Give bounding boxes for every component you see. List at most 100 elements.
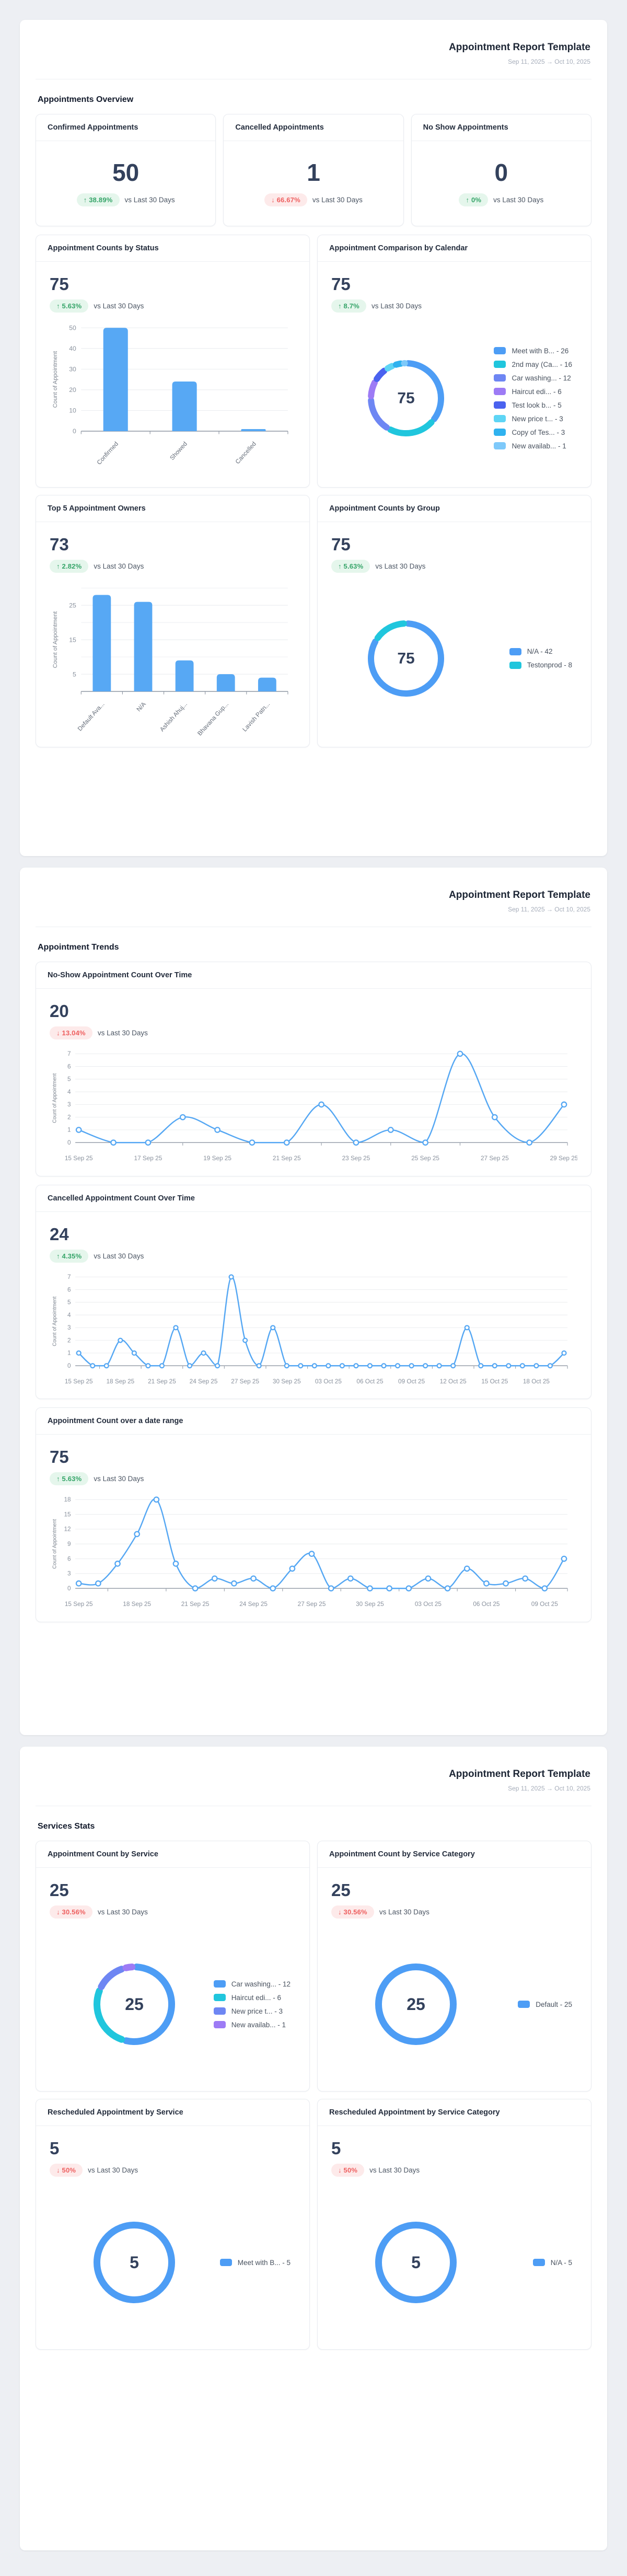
svg-text:2: 2	[67, 1337, 71, 1344]
card-appointment-count-by-service-category: Appointment Count by Service Category 25…	[317, 1841, 591, 2092]
svg-text:23 Sep 25: 23 Sep 25	[342, 1155, 370, 1162]
svg-text:27 Sep 25: 27 Sep 25	[298, 1601, 326, 1608]
legend-item[interactable]: N/A - 42	[509, 648, 572, 655]
legend-item[interactable]: Testonprod - 8	[509, 661, 572, 669]
card-title: Appointment Count over a date range	[36, 1408, 591, 1435]
report-date-range: Sep 11, 2025 → Oct 10, 2025	[508, 1785, 590, 1792]
legend-label: New availab... - 1	[231, 2020, 286, 2029]
svg-text:15: 15	[64, 1511, 72, 1518]
legend-swatch-icon	[509, 661, 521, 669]
services-chart-grid: Appointment Count by Service 25 ↓ 30.56%…	[36, 1841, 591, 2350]
vs-label: vs Last 30 Days	[97, 1029, 148, 1037]
legend-label: New price t... - 3	[512, 414, 563, 423]
range-line-svg: 0 3 6 9 12 15 18 15 Sep 25 18 Sep 25 21 Sep 25 24 …	[52, 1496, 568, 1608]
legend-item[interactable]: Default - 25	[518, 2001, 572, 2008]
svg-text:4: 4	[67, 1089, 71, 1095]
svg-text:12 Oct 25: 12 Oct 25	[440, 1378, 467, 1385]
svg-text:15 Sep 25: 15 Sep 25	[65, 1378, 93, 1385]
section-title-appointments-overview: Appointments Overview	[38, 95, 134, 104]
svg-text:75: 75	[397, 390, 414, 407]
calendar-donut-legend: Meet with B... - 26 2nd may (Ca... - 16 Ca…	[494, 347, 572, 450]
svg-text:15 Sep 25: 15 Sep 25	[65, 1601, 93, 1608]
card-title: Rescheduled Appointment by Service Categ…	[318, 2099, 591, 2126]
delta-badge: ↑ 5.63%	[50, 299, 89, 313]
stat-card-cancelled-appointments: Cancelled Appointments 1 ↓ 66.67% vs Las…	[223, 114, 404, 226]
legend-item[interactable]: N/A - 5	[532, 2259, 572, 2267]
vs-label: vs Last 30 Days	[379, 1908, 429, 1916]
svg-text:7: 7	[67, 1050, 71, 1057]
legend-label: Meet with B... - 5	[237, 2258, 291, 2267]
svg-text:Confirmed: Confirmed	[96, 441, 120, 466]
delta-badge: ↑ 5.63%	[50, 1472, 89, 1486]
cancelled-line-svg: 0 1 2 3 4 5 6 7 15 Sep 25 18 Sep 25 21 Sep 25 24 Se…	[52, 1274, 568, 1385]
report-page-services: Appointment Report Template Sep 11, 2025…	[20, 1747, 607, 2550]
report-title: Appointment Report Template	[449, 1769, 590, 1780]
owners-bar-svg: 5 15 25 Default Ava... N/A Ashish Ahuj... Bhav…	[52, 587, 288, 737]
legend-item[interactable]: Test look b... - 5	[494, 401, 572, 409]
svg-text:5: 5	[130, 2253, 139, 2272]
service-donut-legend: Car washing... - 12 Haircut edi... - 6 New…	[213, 1980, 291, 2029]
donut-chart-rescheduled-service: 5 Meet with B... - 5	[50, 2185, 296, 2340]
vs-label: vs Last 30 Days	[312, 196, 363, 204]
metric-value: 20	[50, 1001, 69, 1021]
vs-label: vs Last 30 Days	[493, 196, 544, 204]
card-title: Top 5 Appointment Owners	[36, 495, 309, 522]
legend-label: Test look b... - 5	[512, 401, 562, 409]
resched-service-category-donut-svg: 5	[375, 2222, 457, 2303]
legend-item[interactable]: New price t... - 3	[494, 415, 572, 423]
legend-item[interactable]: New price t... - 3	[213, 2007, 291, 2015]
legend-swatch-icon	[213, 2007, 226, 2015]
svg-text:20: 20	[69, 386, 76, 394]
section-title-appointment-trends: Appointment Trends	[38, 943, 119, 952]
legend-label: New price t... - 3	[231, 2007, 283, 2015]
legend-label: Car washing... - 12	[231, 1980, 291, 1988]
card-title: Cancelled Appointment Count Over Time	[36, 1185, 591, 1212]
resched-service-donut-legend: Meet with B... - 5	[219, 2258, 291, 2267]
vs-label: vs Last 30 Days	[94, 302, 144, 310]
svg-text:5: 5	[411, 2253, 421, 2272]
svg-text:1: 1	[67, 1127, 71, 1134]
metric-value: 5	[331, 2139, 341, 2158]
legend-item[interactable]: New availab... - 1	[213, 2020, 291, 2029]
svg-text:Lavish Patn...: Lavish Patn...	[241, 700, 271, 733]
svg-text:Bhavana Gup...: Bhavana Gup...	[196, 700, 230, 736]
svg-text:25: 25	[125, 1995, 144, 2014]
metric-value: 25	[331, 1880, 351, 1900]
legend-item[interactable]: New availab... - 1	[494, 442, 572, 450]
svg-text:0: 0	[67, 1139, 71, 1146]
legend-item[interactable]: Copy of Tes... - 3	[494, 429, 572, 436]
donut-chart-rescheduled-service-category: 5 N/A - 5	[331, 2185, 577, 2340]
stat-card-no-show-appointments: No Show Appointments 0 ↑ 0% vs Last 30 D…	[411, 114, 591, 226]
legend-item[interactable]: Haircut edi... - 6	[213, 1994, 291, 2002]
legend-swatch-icon	[494, 347, 506, 354]
card-appointment-counts-by-status: Appointment Counts by Status 75 ↑ 5.63% …	[36, 235, 310, 488]
card-appointment-counts-by-group: Appointment Counts by Group 75 ↑ 5.63% v…	[317, 494, 591, 748]
svg-text:4: 4	[67, 1311, 71, 1318]
svg-text:Count of Appointment: Count of Appointment	[52, 1073, 57, 1123]
legend-item[interactable]: Haircut edi... - 6	[494, 388, 572, 396]
report-header: Appointment Report Template Sep 11, 2025…	[36, 873, 591, 927]
legend-item[interactable]: Car washing... - 12	[494, 374, 572, 382]
svg-text:30: 30	[69, 366, 76, 373]
card-title: No-Show Appointment Count Over Time	[36, 962, 591, 989]
stat-card-title: Cancelled Appointments	[224, 114, 403, 141]
vs-label: vs Last 30 Days	[97, 1908, 148, 1916]
svg-text:06 Oct 25: 06 Oct 25	[473, 1601, 500, 1608]
stat-card-title: No Show Appointments	[411, 114, 591, 141]
legend-item[interactable]: Meet with B... - 5	[219, 2258, 291, 2267]
donut-chart-calendar: 75 Meet with B... - 26 2nd may (Ca... - 16…	[331, 321, 577, 476]
svg-text:Count of Appointment: Count of Appointment	[52, 610, 59, 668]
legend-item[interactable]: 2nd may (Ca... - 16	[494, 361, 572, 368]
legend-item[interactable]: Car washing... - 12	[213, 1980, 291, 1988]
legend-label: New availab... - 1	[512, 442, 566, 450]
svg-text:9: 9	[67, 1541, 71, 1547]
legend-swatch-icon	[494, 415, 506, 422]
legend-swatch-icon	[213, 1994, 226, 2001]
svg-text:27 Sep 25: 27 Sep 25	[231, 1378, 259, 1385]
svg-text:19 Sep 25: 19 Sep 25	[203, 1155, 231, 1162]
delta-badge: ↓ 50%	[331, 2164, 365, 2177]
svg-text:0: 0	[67, 1585, 71, 1592]
report-page-overview: Appointment Report Template Sep 11, 2025…	[20, 20, 607, 856]
delta-badge: ↑ 0%	[459, 193, 489, 206]
legend-item[interactable]: Meet with B... - 26	[494, 347, 572, 355]
